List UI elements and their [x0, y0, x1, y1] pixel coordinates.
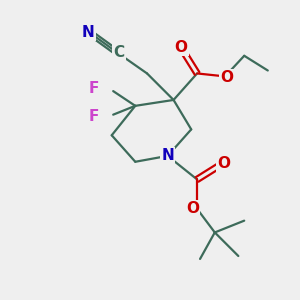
Text: N: N — [82, 25, 94, 40]
Text: N: N — [161, 148, 174, 164]
Text: O: O — [220, 70, 233, 86]
Text: F: F — [89, 81, 99, 96]
Text: C: C — [113, 45, 124, 60]
Text: O: O — [174, 40, 188, 55]
Text: F: F — [89, 109, 99, 124]
Text: O: O — [218, 156, 231, 171]
Text: O: O — [186, 201, 199, 216]
